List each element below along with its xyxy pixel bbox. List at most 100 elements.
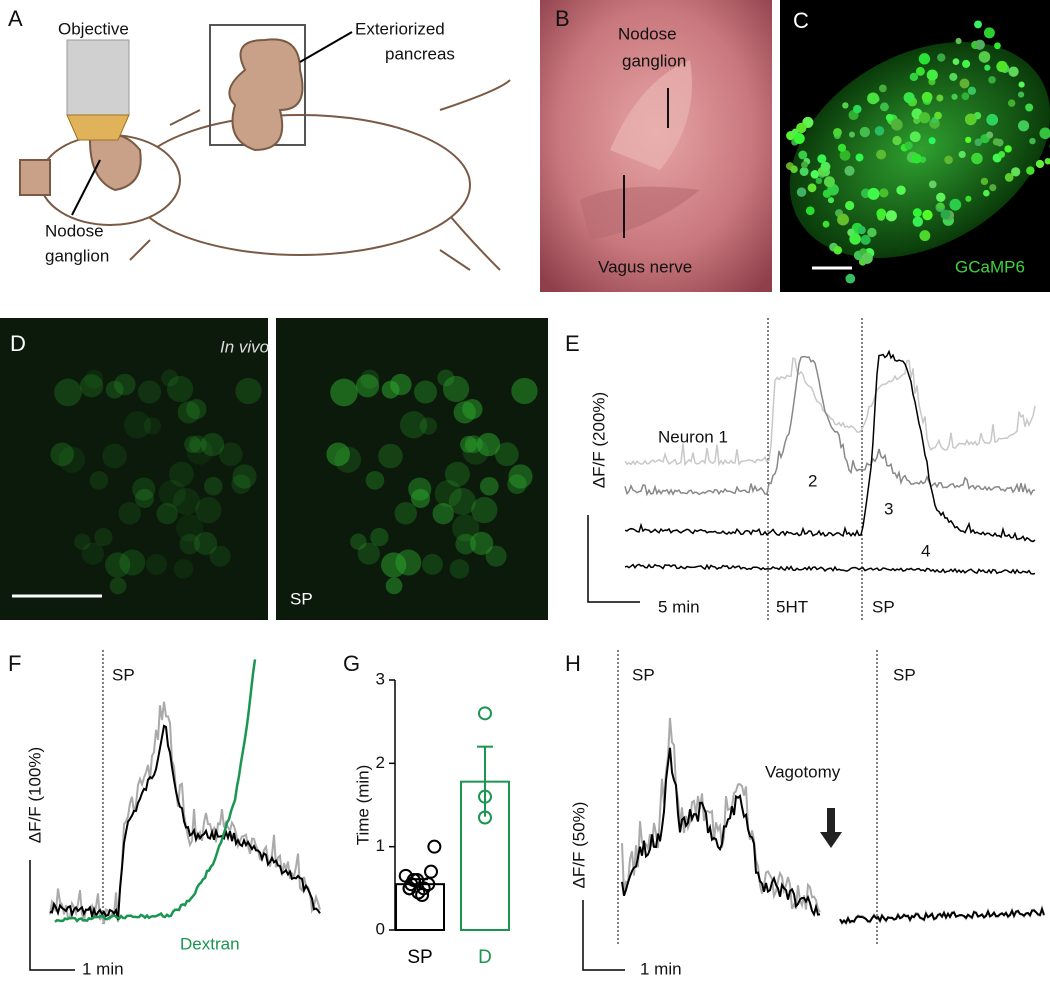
photo-detail xyxy=(580,186,700,240)
cell xyxy=(231,474,251,494)
cell xyxy=(790,165,798,173)
bar-chart: 0 1 2 3 SP D xyxy=(376,669,510,968)
trace xyxy=(621,747,821,918)
y-tick-label: 2 xyxy=(376,753,385,772)
x-tick-label: SP xyxy=(407,947,432,968)
cell xyxy=(937,202,944,210)
cell xyxy=(833,127,842,137)
cell xyxy=(980,177,989,186)
cell xyxy=(455,533,477,555)
cell xyxy=(437,369,455,387)
cell xyxy=(105,552,131,578)
cell xyxy=(1011,167,1021,177)
mouse-drawing xyxy=(19,24,511,271)
cell xyxy=(964,113,977,126)
cell xyxy=(879,102,889,112)
cell xyxy=(145,553,167,575)
panel-letter: B xyxy=(555,6,570,31)
cell xyxy=(892,135,902,146)
cell xyxy=(109,577,127,595)
cell xyxy=(796,187,807,197)
trace xyxy=(54,659,257,923)
cell xyxy=(399,411,428,439)
ganglion-image xyxy=(789,41,1050,259)
cell xyxy=(123,411,152,439)
cell xyxy=(842,102,849,109)
cell xyxy=(844,165,855,176)
cell xyxy=(1007,99,1016,107)
cell xyxy=(134,488,155,509)
cell xyxy=(820,161,831,172)
axis-label: ΔF/F (50%) xyxy=(569,802,588,889)
cell xyxy=(494,442,519,467)
cell xyxy=(915,66,925,76)
cell xyxy=(952,58,960,65)
cell xyxy=(944,155,953,165)
axis-label: ΔF/F (200%) xyxy=(589,392,608,488)
cell xyxy=(1044,157,1050,165)
cell xyxy=(511,377,538,405)
trace xyxy=(49,701,321,925)
cell xyxy=(891,118,903,131)
trace-label: 3 xyxy=(884,499,893,518)
cell xyxy=(414,380,438,404)
label: Vagotomy xyxy=(765,762,841,781)
cell xyxy=(823,176,835,188)
cell xyxy=(177,401,200,424)
y-tick-label: 0 xyxy=(376,919,385,938)
axis-label: Time (min) xyxy=(353,765,372,846)
cell xyxy=(974,39,985,50)
cell xyxy=(161,369,179,387)
cell xyxy=(867,92,879,105)
cell xyxy=(845,273,856,284)
point xyxy=(421,877,436,892)
label: SP xyxy=(872,597,895,616)
panel-letter: G xyxy=(343,651,360,676)
cell xyxy=(985,131,994,139)
cell xyxy=(876,208,887,219)
cell xyxy=(381,380,400,399)
cell xyxy=(1035,159,1045,169)
cell xyxy=(357,542,380,565)
cell xyxy=(867,227,877,238)
point xyxy=(406,873,421,887)
point xyxy=(427,839,442,854)
cell xyxy=(452,514,480,542)
cell xyxy=(1025,103,1034,112)
cell xyxy=(983,189,990,197)
label: 1 min xyxy=(640,959,682,978)
cell xyxy=(801,161,808,169)
cell xyxy=(879,188,889,198)
panel-letter: D xyxy=(10,331,26,356)
label: Objective xyxy=(58,19,129,38)
cell xyxy=(410,488,431,509)
label: 1 min xyxy=(82,959,124,978)
label: SP xyxy=(632,665,655,684)
arrow xyxy=(820,808,842,848)
point xyxy=(478,789,492,804)
label: Exteriorized xyxy=(355,19,445,38)
cell xyxy=(810,170,820,179)
cell xyxy=(395,549,422,576)
cell xyxy=(200,432,225,457)
cell xyxy=(94,527,113,547)
cells xyxy=(50,369,538,595)
photo-detail xyxy=(610,60,692,170)
cell xyxy=(132,477,156,501)
cell xyxy=(984,64,991,71)
cell xyxy=(485,545,507,567)
cell xyxy=(817,154,827,164)
cell xyxy=(936,94,944,102)
cell xyxy=(926,69,938,81)
cell xyxy=(188,435,207,454)
cell xyxy=(166,375,194,403)
cell xyxy=(179,533,201,555)
cell xyxy=(837,143,847,152)
cell xyxy=(867,187,880,200)
cell xyxy=(471,497,498,524)
cell xyxy=(996,60,1008,73)
point xyxy=(478,810,492,825)
cell xyxy=(118,502,141,525)
cell xyxy=(937,53,946,62)
cells xyxy=(785,20,1050,284)
